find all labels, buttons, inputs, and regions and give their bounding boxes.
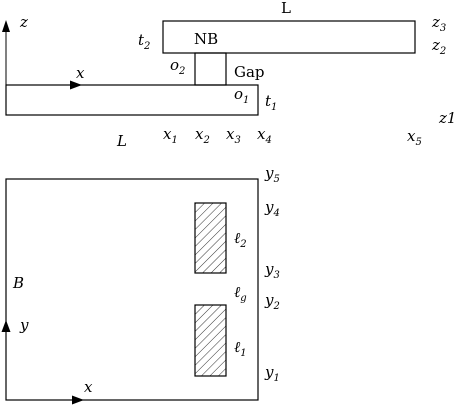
l1-label: ℓ1 <box>234 338 247 359</box>
nb-strip <box>162 20 416 54</box>
x-axis-label-bottom: x <box>84 378 93 396</box>
lead-lower-hatched <box>194 304 227 377</box>
x3-tick-label: x3 <box>226 125 241 146</box>
y2-label: y2 <box>264 291 280 312</box>
lg-label: ℓg <box>234 283 247 304</box>
o1-label: o1 <box>234 85 249 106</box>
y-axis-arrowhead <box>1 320 11 332</box>
z-axis-label: z <box>19 13 28 31</box>
y4-label: y4 <box>264 198 280 219</box>
plan-outline <box>5 178 259 401</box>
x-axis-arrowhead-top <box>70 80 82 90</box>
z1-label: z1 <box>438 109 456 127</box>
z2-label: z2 <box>431 36 446 57</box>
t2-label: t2 <box>138 31 150 52</box>
gap-label: Gap <box>234 63 265 81</box>
length-label-top: L <box>281 0 291 17</box>
bottom-strip <box>5 84 259 116</box>
l2-label: ℓ2 <box>234 229 247 250</box>
length-label-bottom: L <box>116 132 127 150</box>
y1-label: y1 <box>264 363 280 384</box>
o2-label: o2 <box>170 56 185 77</box>
gap-post <box>194 52 227 86</box>
x-axis-label-top: x <box>76 64 85 82</box>
lead-upper-hatched <box>194 202 227 274</box>
x1-tick-label: x1 <box>163 125 178 146</box>
x2-tick-label: x2 <box>195 125 210 146</box>
z3-label: z3 <box>431 13 446 34</box>
x-axis-arrowhead-bottom <box>72 395 84 405</box>
y5-label: y5 <box>264 164 280 185</box>
t1-label: t1 <box>265 92 277 113</box>
x5-tick-label: x5 <box>407 127 422 148</box>
y-axis-label: y <box>19 316 29 334</box>
z-axis-arrowhead <box>2 20 10 32</box>
nb-label: NB <box>194 30 218 48</box>
width-label: B <box>12 274 24 292</box>
y3-label: y3 <box>264 260 280 281</box>
x4-tick-label: x4 <box>257 125 272 146</box>
